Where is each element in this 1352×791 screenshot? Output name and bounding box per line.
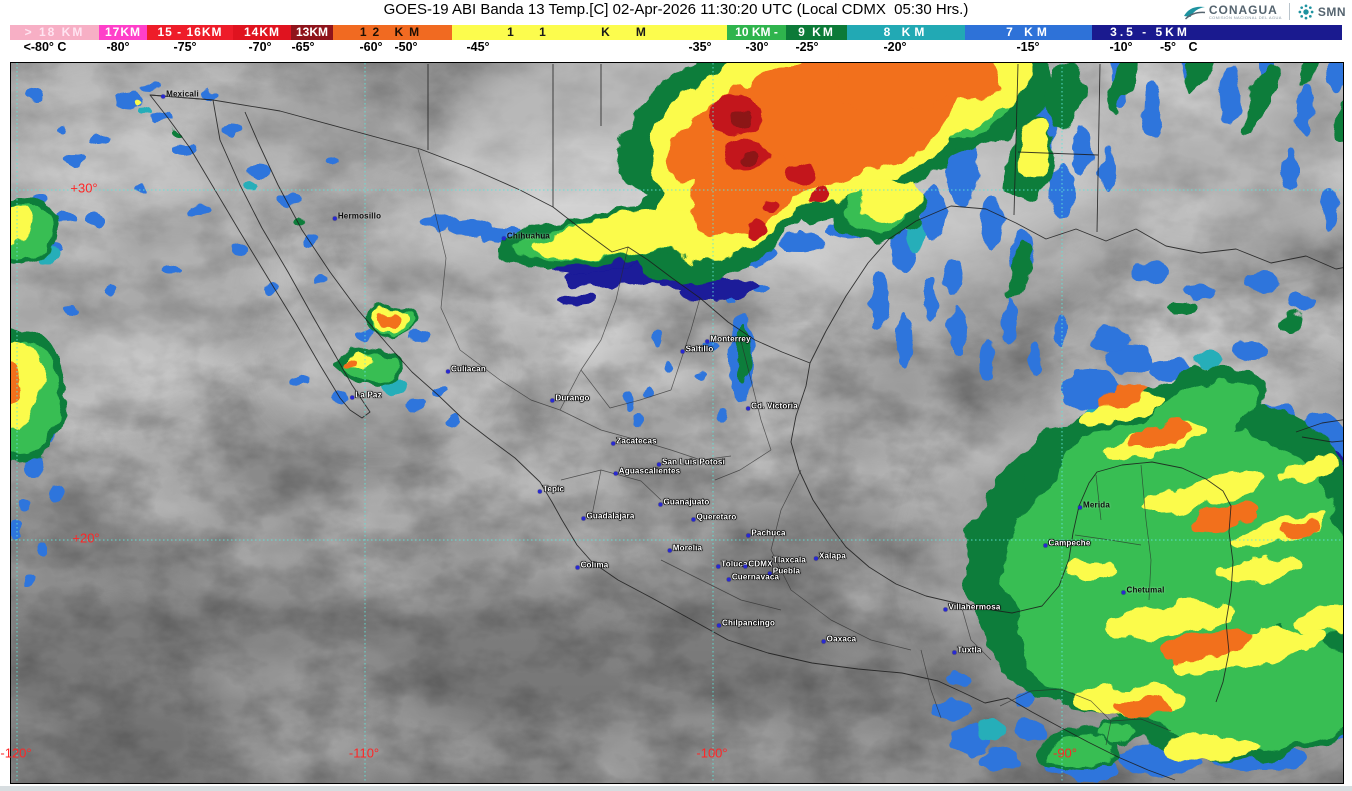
temp-tick: -70° [248, 40, 272, 54]
legend-bar: > 18 KM 17KM 15 - 16KM 14KM 13KM 12 KM 11 KM 10… [10, 25, 1342, 40]
smn-sun-icon [1298, 4, 1314, 19]
legend-ticks: <-80° C -80° -75° -70° -65° -60° -50° -45° -35° -… [0, 40, 1352, 57]
temp-tick: -80° [106, 40, 130, 54]
legend-segment: > 18 KM [10, 25, 99, 40]
conagua-sublabel: COMISIÓN NACIONAL DEL AGUA [1208, 14, 1282, 20]
temp-tick: -10° [1109, 40, 1133, 54]
temp-tick: <-80° C [23, 40, 67, 54]
legend-segment: 11 KM [452, 25, 727, 40]
logo-divider [1288, 3, 1290, 20]
legend-segment: 17KM [99, 25, 147, 40]
agency-logos: CONAGUA COMISIÓN NACIONAL DEL AGUA SMN [1182, 2, 1346, 21]
temp-tick: -15° [1016, 40, 1040, 54]
legend-segment: 15 - 16KM [147, 25, 233, 40]
cloud-lightgreen-layer [11, 63, 1343, 767]
grid-lines [11, 63, 1343, 783]
legend-segment: 14KM [233, 25, 291, 40]
temp-tick: C [1188, 40, 1198, 54]
boundary-lines [149, 63, 1343, 781]
conagua-logo: CONAGUA COMISIÓN NACIONAL DEL AGUA [1182, 2, 1282, 21]
smn-label: SMN [1317, 4, 1346, 19]
legend-segment: 3.5 - 5KM [1092, 25, 1342, 40]
conagua-label: CONAGUA [1208, 2, 1278, 17]
temp-tick: -75° [173, 40, 197, 54]
legend-segment: 7 KM [965, 25, 1092, 40]
legend-segment: 13KM [291, 25, 333, 40]
legend-segment: 9 KM [786, 25, 847, 40]
smn-logo: SMN [1297, 3, 1346, 21]
temp-tick: -45° [466, 40, 490, 54]
legend-segment: 12 KM [333, 25, 452, 40]
temp-tick: -20° [883, 40, 907, 54]
map-title: GOES-19 ABI Banda 13 Temp.[C] 02-Apr-202… [383, 1, 969, 18]
conagua-wave-icon [1183, 6, 1205, 20]
temp-tick: -30° [745, 40, 769, 54]
temp-tick: -25° [795, 40, 819, 54]
satellite-map [10, 62, 1344, 784]
temp-tick: -50° [394, 40, 418, 54]
bottom-strip [0, 786, 1352, 791]
temp-tick: -5° [1159, 40, 1177, 54]
cloud-darkred-layer [728, 111, 759, 167]
legend-segment: 8 KM [847, 25, 965, 40]
temp-tick: -35° [688, 40, 712, 54]
temp-tick: -65° [291, 40, 315, 54]
legend-segment: 10 KM - [727, 25, 786, 40]
temp-tick: -60° [359, 40, 383, 54]
state-lines [417, 148, 1172, 746]
cloud-layer [11, 63, 1343, 783]
